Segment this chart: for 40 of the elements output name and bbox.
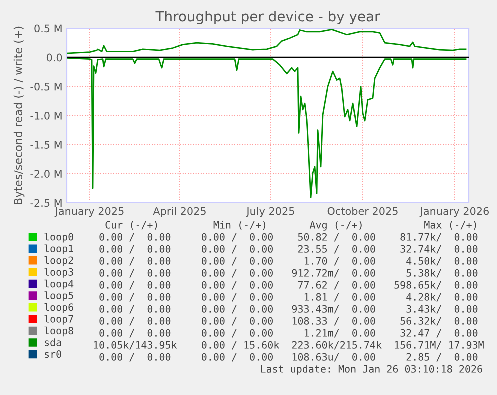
text: Last update: Mon Jan 26 03:10:18 2026 (261, 365, 482, 375)
legend-label: loop1 (44, 244, 74, 254)
legend-label: loop5 (44, 292, 74, 302)
text: 0.00 / 0.00 0.00 / 0.00 77.62 / 0.00 598.65k/ 0.00 (100, 281, 478, 290)
line-series (67, 57, 467, 198)
text: 0.00 / 0.00 0.00 / 0.00 912.72m/ 0.00 5.38k/ 0.00 (100, 269, 478, 278)
y-tick-label: -0.5 M (30, 82, 62, 91)
legend-label: loop7 (44, 315, 74, 325)
text: 0.00 / 0.00 0.00 / 0.00 933.43m/ 0.00 3.43k/ 0.00 (100, 305, 478, 314)
legend-label: loop0 (44, 233, 74, 243)
y-axis-title: Bytes/second read (-) / write (+) (14, 26, 25, 204)
x-tick-label: January 2025 (54, 207, 124, 218)
text: 0.00 / 0.00 0.00 / 0.00 108.63u/ 0.00 2.85 / 0.00 (100, 353, 478, 362)
legend-label: sr0 (45, 350, 62, 358)
x-tick-label: October 2025 (328, 207, 398, 216)
y-tick-label: -2.0 M (30, 170, 62, 178)
y-tick-label: -1.5 M (30, 141, 62, 149)
y-tick-label: -1.0 M (30, 112, 62, 120)
y-tick-label: 0.5 M (34, 24, 62, 33)
chart-title: Throughput per device - by year (156, 11, 380, 24)
legend-label: loop4 (44, 280, 74, 290)
x-tick-label: January 2026 (420, 207, 489, 218)
y-tick-label: -2.5 M (30, 199, 62, 208)
text: 0.00 / 0.00 0.00 / 0.00 50.82 / 0.00 81.77k/ 0.00 (100, 233, 478, 242)
text: 10.05k/143.95k 0.00 / 15.60k 223.60k/215.74k 156.71M/ 17.93M (94, 341, 484, 350)
legend-label: loop8 (44, 326, 74, 337)
text: 0.00 / 0.00 0.00 / 0.00 23.55 / 0.00 32.74k/ 0.00 (100, 245, 478, 254)
legend-label: loop3 (44, 268, 74, 278)
text: Cur (-/+) Min (-/+) Avg (-/+) Max (-/+) (106, 221, 476, 231)
text: 0.00 / 0.00 0.00 / 0.00 1.21m/ 0.00 32.47 / 0.00 (100, 329, 478, 338)
x-tick-label: April 2025 (153, 207, 206, 218)
legend-label: loop6 (44, 303, 74, 314)
text: 0.00 / 0.00 0.00 / 0.00 108.33 / 0.00 56.32k/ 0.00 (100, 317, 478, 326)
y-tick-label: 0.0 (46, 54, 62, 62)
legend-label: sda (45, 338, 62, 346)
text: 0.00 / 0.00 0.00 / 0.00 1.81 / 0.00 4.28k/ 0.00 (100, 293, 478, 302)
x-tick-label: July 2025 (246, 207, 294, 218)
line-series (67, 28, 467, 54)
legend-label: loop2 (44, 256, 74, 266)
text: 0.00 / 0.00 0.00 / 0.00 1.70 / 0.00 4.50k/ 0.00 (100, 257, 478, 266)
